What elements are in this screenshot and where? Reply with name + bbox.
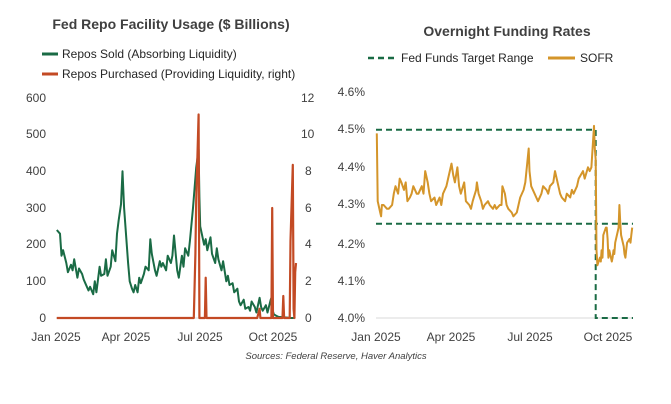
legend-label-repos-sold: Repos Sold (Absorbing Liquidity) — [62, 47, 237, 61]
y2-tick-6: 6 — [305, 201, 312, 215]
rate-tick-4.2: 4.2% — [338, 237, 366, 251]
left-chart-right-y-axis: 0 2 4 6 8 10 12 — [301, 91, 315, 325]
x-tick-jan: Jan 2025 — [31, 330, 81, 344]
y2-tick-10: 10 — [301, 127, 315, 141]
rate-x-tick-jan: Jan 2025 — [351, 330, 401, 344]
x-tick-oct: Oct 2025 — [249, 330, 298, 344]
y-tick-400: 400 — [26, 164, 46, 178]
y-tick-100: 100 — [26, 274, 46, 288]
right-legend: Fed Funds Target Range SOFR — [368, 51, 614, 65]
left-legend: Repos Sold (Absorbing Liquidity) Repos P… — [42, 47, 295, 81]
y2-tick-8: 8 — [305, 164, 312, 178]
legend-label-fed-funds: Fed Funds Target Range — [401, 51, 534, 65]
series-line-sofr — [375, 124, 634, 267]
right-x-axis: Jan 2025 Apr 2025 Jul 2025 Oct 2025 — [351, 317, 633, 344]
x-tick-apr: Apr 2025 — [102, 330, 151, 344]
x-tick-jul: Jul 2025 — [177, 330, 223, 344]
legend-label-sofr: SOFR — [580, 51, 614, 65]
y2-tick-0: 0 — [305, 311, 312, 325]
y-tick-600: 600 — [26, 91, 46, 105]
left-plot-area — [56, 113, 298, 320]
y2-tick-2: 2 — [305, 274, 312, 288]
y-tick-500: 500 — [26, 127, 46, 141]
left-chart-title: Fed Repo Facility Usage ($ Billions) — [52, 16, 289, 32]
y-tick-300: 300 — [26, 201, 46, 215]
rate-x-tick-apr: Apr 2025 — [427, 330, 476, 344]
rate-tick-4.3: 4.3% — [338, 197, 366, 211]
rate-tick-4.4: 4.4% — [338, 160, 366, 174]
legend-label-repos-purchased: Repos Purchased (Providing Liquidity, ri… — [62, 67, 295, 81]
series-line-repos-purchased — [56, 113, 298, 320]
fed-funds-lower-bound-line — [376, 222, 633, 319]
source-note: Sources: Federal Reserve, Haver Analytic… — [245, 351, 427, 362]
rate-x-tick-oct: Oct 2025 — [584, 330, 633, 344]
rate-tick-4.0: 4.0% — [338, 311, 366, 325]
y2-tick-4: 4 — [305, 237, 312, 251]
series-line-repos-sold — [56, 148, 294, 319]
rate-tick-4.6: 4.6% — [338, 85, 366, 99]
y-tick-200: 200 — [26, 237, 46, 251]
fed-funds-upper-bound-line — [376, 128, 633, 225]
y-tick-0: 0 — [39, 311, 46, 325]
left-y-axis: 0 100 200 300 400 500 600 — [26, 91, 46, 325]
rate-tick-4.1: 4.1% — [338, 274, 366, 288]
right-chart-title: Overnight Funding Rates — [423, 23, 590, 39]
right-plot-area — [375, 124, 634, 319]
rate-tick-4.5: 4.5% — [338, 122, 366, 136]
left-x-axis: Jan 2025 Apr 2025 Jul 2025 Oct 2025 — [31, 317, 298, 344]
y2-tick-12: 12 — [301, 91, 315, 105]
rate-x-tick-jul: Jul 2025 — [507, 330, 553, 344]
right-y-axis: 4.0% 4.1% 4.2% 4.3% 4.4% 4.5% 4.6% — [338, 85, 366, 325]
